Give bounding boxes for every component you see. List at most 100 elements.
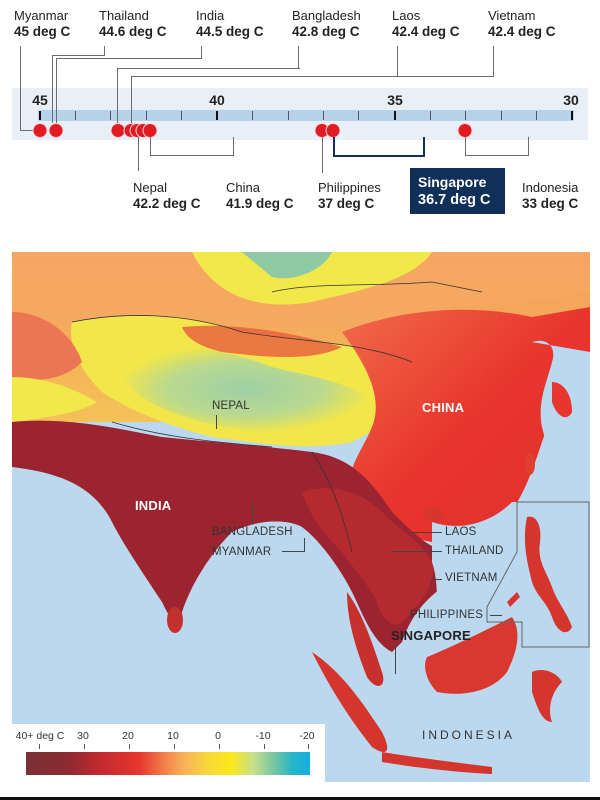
country-value: 44.6 deg C xyxy=(99,24,167,39)
tick-minor xyxy=(75,111,76,120)
legend-label: 40+ deg C xyxy=(15,730,65,742)
map-leader-myanmar xyxy=(282,538,305,552)
tick-minor xyxy=(110,111,111,120)
country-value: 45 deg C xyxy=(14,24,71,39)
tick-major xyxy=(216,111,218,120)
map-leader-philippines xyxy=(490,615,502,616)
map-label-singapore: SINGAPORE xyxy=(391,628,471,643)
tick-minor xyxy=(465,111,466,120)
country-value: 37 deg C xyxy=(318,196,375,211)
dot-singapore[interactable] xyxy=(326,124,340,137)
country-value: 44.5 deg C xyxy=(196,24,264,39)
leader-laos-v xyxy=(397,46,398,76)
leader-thailand-h xyxy=(52,46,105,56)
country-value: 42.2 deg C xyxy=(133,196,201,211)
leader-thailand-v xyxy=(52,55,53,123)
legend-tick xyxy=(84,744,85,749)
tick-minor xyxy=(181,111,182,120)
country-value: 42.4 deg C xyxy=(392,24,460,39)
label-vietnam: Vietnam 42.4 deg C xyxy=(488,8,556,40)
tick-major xyxy=(571,111,573,120)
dot-thailand[interactable] xyxy=(49,124,63,137)
country-name: Bangladesh xyxy=(292,8,361,23)
country-name: Indonesia xyxy=(522,180,579,195)
bottom-divider xyxy=(0,797,600,800)
leader-vietnam-v xyxy=(493,46,494,76)
dot-china[interactable] xyxy=(143,124,157,137)
tick-minor xyxy=(252,111,253,120)
legend-tick xyxy=(264,744,265,749)
map-leader-singapore xyxy=(395,644,396,674)
leader-nepal xyxy=(138,137,139,171)
map-leader-bangladesh xyxy=(252,502,253,524)
label-nepal: Nepal 42.2 deg C xyxy=(133,180,201,212)
leader-philippines xyxy=(322,137,323,173)
leader-thailand-v2 xyxy=(56,58,57,123)
tick-major xyxy=(39,111,41,120)
leader-bangladesh-v xyxy=(298,46,299,69)
legend-label: 20 xyxy=(122,730,134,742)
label-indonesia: Indonesia 33 deg C xyxy=(522,180,578,212)
heat-map: NEPAL CHINA INDIA BANGLADESH MYANMAR LAO… xyxy=(12,252,590,782)
map-label-indonesia: INDONESIA xyxy=(422,728,516,742)
tick-label-40: 40 xyxy=(209,92,225,108)
dot-myanmar[interactable] xyxy=(33,124,47,137)
map-label-india: INDIA xyxy=(135,498,172,513)
country-value: 42.8 deg C xyxy=(292,24,360,39)
dot-philippines[interactable] xyxy=(315,124,329,137)
leader-laos-vietnam xyxy=(131,76,494,124)
tick-label-35: 35 xyxy=(387,92,403,108)
map-label-thailand: THAILAND xyxy=(445,545,504,557)
country-value: 42.4 deg C xyxy=(488,24,556,39)
leader-singapore xyxy=(333,137,425,157)
dot-indonesia[interactable] xyxy=(458,124,472,137)
tick-minor xyxy=(146,111,147,120)
country-name: Nepal xyxy=(133,180,167,195)
country-name: China xyxy=(226,180,260,195)
map-graphic xyxy=(12,252,590,774)
tick-minor xyxy=(501,111,502,120)
country-value: 41.9 deg C xyxy=(226,196,294,211)
legend-label: 0 xyxy=(215,730,221,742)
label-philippines: Philippines 37 deg C xyxy=(318,180,381,212)
leader-indonesia xyxy=(465,137,529,156)
country-value: 36.7 deg C xyxy=(418,192,491,208)
tick-major xyxy=(394,111,396,120)
leader-india-h xyxy=(56,58,202,59)
country-value: 33 deg C xyxy=(522,196,579,211)
legend-tick xyxy=(308,744,309,749)
country-name: Myanmar xyxy=(14,8,69,23)
map-leader-laos xyxy=(412,532,442,533)
legend-label: 30 xyxy=(77,730,89,742)
map-leader-thailand xyxy=(392,551,442,552)
tick-minor xyxy=(288,111,289,120)
singapore-highlight-box: Singapore 36.7 deg C xyxy=(410,168,505,214)
label-india: India 44.5 deg C xyxy=(196,8,264,40)
map-label-philippines: PHILIPPINES xyxy=(410,609,484,621)
map-label-vietnam: VIETNAM xyxy=(445,572,498,584)
leader-myanmar xyxy=(20,46,35,131)
legend-label: -10 xyxy=(255,730,271,742)
map-leader-vietnam xyxy=(430,579,442,580)
temperature-scale-bar xyxy=(38,110,574,121)
map-label-nepal: NEPAL xyxy=(212,400,250,412)
color-legend: 40+ deg C 30 20 10 0 -10 -20 xyxy=(12,724,325,782)
tick-minor xyxy=(430,111,431,120)
leader-china xyxy=(150,137,234,156)
legend-label: 10 xyxy=(167,730,179,742)
leader-india-v xyxy=(201,46,202,59)
map-label-bangladesh: BANGLADESH xyxy=(212,526,293,538)
label-laos: Laos 42.4 deg C xyxy=(392,8,460,40)
label-bangladesh: Bangladesh 42.8 deg C xyxy=(292,8,361,40)
legend-tick xyxy=(129,744,130,749)
label-thailand: Thailand 44.6 deg C xyxy=(99,8,167,40)
tick-minor xyxy=(536,111,537,120)
map-label-china: CHINA xyxy=(422,400,465,415)
label-myanmar: Myanmar 45 deg C xyxy=(14,8,70,40)
legend-gradient-bar xyxy=(26,752,310,775)
country-name: Vietnam xyxy=(488,8,536,23)
tick-label-45: 45 xyxy=(32,92,48,108)
legend-tick xyxy=(219,744,220,749)
dot-india[interactable] xyxy=(111,124,125,137)
country-name: Singapore xyxy=(418,174,487,190)
